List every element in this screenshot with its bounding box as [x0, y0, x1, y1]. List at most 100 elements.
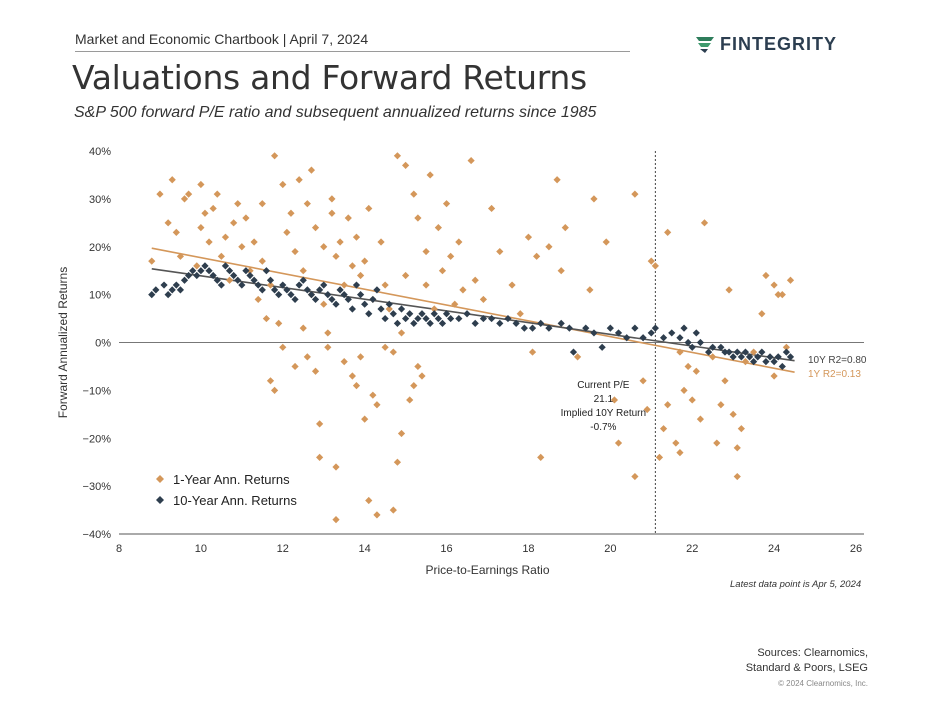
series-1-year-points [148, 152, 795, 524]
ten-year-point [287, 291, 295, 299]
x-tick-label: 16 [440, 543, 452, 555]
one-year-point [508, 281, 516, 289]
ten-year-point [745, 353, 754, 361]
one-year-point [422, 247, 430, 256]
one-year-point [573, 353, 582, 361]
x-tick-label: 26 [850, 543, 862, 555]
one-year-point [332, 516, 340, 524]
x-axis-label: Price-to-Earnings Ratio [425, 563, 549, 577]
ten-year-point [684, 338, 692, 347]
one-year-point [750, 348, 758, 356]
one-year-point [410, 381, 418, 390]
ten-year-point [438, 319, 447, 327]
one-year-point [242, 214, 250, 222]
ten-year-point [598, 343, 606, 351]
one-year-point [365, 204, 373, 213]
one-year-point [770, 281, 778, 289]
one-year-point [725, 286, 733, 294]
ten-year-point [307, 291, 316, 299]
one-year-point [275, 319, 283, 327]
ten-year-point [725, 348, 733, 356]
ten-year-point [189, 267, 197, 275]
one-year-point [336, 238, 344, 246]
one-year-point [168, 176, 176, 184]
ten-year-point [230, 271, 238, 280]
ten-year-point [766, 353, 774, 361]
x-tick-label: 14 [359, 543, 371, 555]
ten-year-point [709, 343, 717, 351]
one-year-point [713, 439, 721, 447]
one-year-point [639, 377, 647, 385]
ten-year-point [299, 276, 307, 284]
one-year-point [524, 233, 533, 241]
ten-year-point [512, 319, 520, 327]
one-year-point [234, 200, 242, 208]
ten-year-point [737, 353, 745, 361]
one-year-point [373, 401, 381, 409]
ten-year-point [774, 353, 782, 361]
ten-year-point [377, 305, 385, 313]
ten-year-point [717, 343, 725, 351]
ten-year-point [721, 348, 729, 356]
ten-year-point [361, 300, 369, 308]
ten-year-point [209, 271, 217, 280]
ten-year-point [651, 324, 659, 332]
one-year-point [303, 200, 311, 208]
ten-year-point [557, 319, 565, 327]
x-tick-label: 18 [522, 543, 534, 555]
one-year-point [451, 300, 459, 308]
ten-year-point [758, 348, 766, 356]
ten-year-point [266, 276, 275, 284]
ten-year-point [741, 348, 750, 356]
ten-year-point [373, 286, 381, 294]
one-year-point [205, 238, 213, 246]
ten-year-point [328, 295, 336, 304]
ten-year-point [447, 314, 455, 323]
ten-year-point [356, 291, 365, 299]
one-year-point [180, 195, 189, 203]
one-year-point [258, 200, 266, 208]
ten-year-point [422, 314, 430, 323]
ten-year-point [729, 353, 737, 361]
ten-year-point [623, 334, 631, 342]
one-year-point [303, 353, 311, 361]
one-year-point [455, 238, 463, 246]
ten-year-point [258, 286, 266, 294]
one-year-point [422, 281, 430, 289]
fintegrity-logo-icon [696, 36, 714, 53]
ten-year-point [463, 310, 471, 318]
ten-year-point [295, 281, 303, 289]
one-year-point [385, 305, 393, 313]
one-year-point [709, 353, 717, 361]
one-year-point [676, 348, 684, 356]
one-year-point [733, 444, 741, 452]
one-year-point [279, 180, 287, 189]
one-year-point [172, 228, 180, 236]
one-year-point [287, 209, 295, 217]
chart-title: Valuations and Forward Returns [72, 58, 587, 97]
ten-year-point [733, 348, 741, 356]
one-year-point [356, 353, 365, 361]
one-year-point [528, 348, 537, 356]
ten-year-point [365, 310, 373, 318]
y-tick-label: 0% [95, 338, 111, 350]
ten-year-point [221, 262, 230, 270]
one-year-point [361, 257, 369, 265]
one-year-point [553, 176, 561, 184]
one-year-point [651, 262, 659, 270]
one-year-point [164, 219, 172, 227]
ten-year-point [234, 276, 242, 284]
ten-year-point [250, 276, 258, 284]
one-year-point [262, 314, 270, 323]
ten-year-point [668, 329, 676, 337]
one-year-point [758, 310, 766, 318]
one-year-point [361, 415, 369, 423]
ten-year-point [545, 324, 553, 332]
one-year-point [762, 271, 770, 280]
one-year-point [533, 252, 541, 260]
one-year-point [680, 386, 688, 394]
ten-year-point [201, 262, 209, 270]
one-year-point [254, 295, 262, 304]
ten-year-point [504, 314, 512, 323]
ten-year-point [262, 267, 270, 275]
